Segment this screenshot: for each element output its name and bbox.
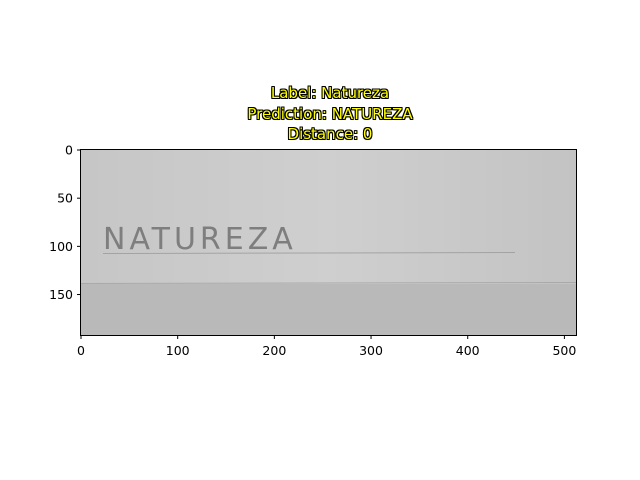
paper-upper (81, 150, 576, 284)
paper-lower (81, 284, 576, 335)
y-tick-label: 50 (57, 191, 73, 206)
x-tick-label: 100 (166, 343, 190, 358)
y-tick-label: 150 (49, 287, 73, 302)
y-axis: 0 50 100 150 (49, 143, 81, 302)
x-axis: 0 100 200 300 400 500 (77, 335, 576, 358)
x-tick-label: 400 (456, 343, 480, 358)
prediction-text: Prediction: NATUREZA (247, 104, 413, 123)
baseline-rule (102, 252, 516, 254)
handwritten-word: NATUREZA (103, 222, 297, 257)
paper-fold-line (80, 282, 577, 284)
label-text: Label: Natureza (270, 84, 390, 102)
distance-text: Distance: 0 (287, 125, 373, 143)
x-tick-label: 300 (359, 343, 383, 358)
x-tick-label: 500 (552, 343, 576, 358)
plot-title: Label: Natureza Prediction: NATUREZA Dis… (180, 83, 480, 145)
x-tick-label: 0 (77, 343, 85, 358)
photo-image: NATUREZA (80, 150, 577, 335)
x-tick-label: 200 (262, 343, 286, 358)
y-tick-label: 0 (65, 143, 73, 158)
y-tick-label: 100 (49, 239, 73, 254)
axes-frame (80, 149, 577, 336)
